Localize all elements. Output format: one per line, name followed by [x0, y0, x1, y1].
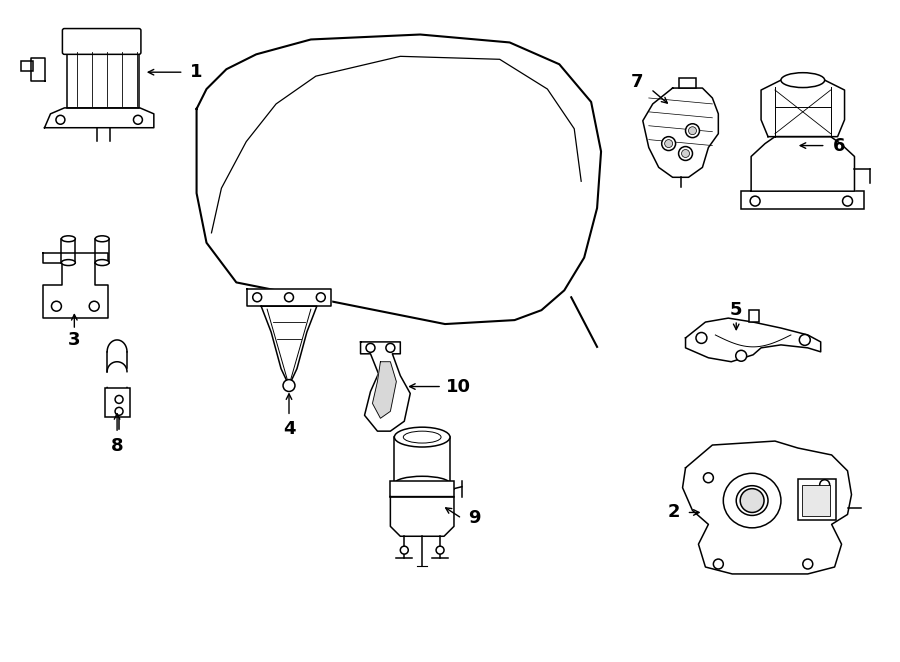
Ellipse shape — [394, 427, 450, 447]
Bar — [679, 78, 697, 88]
Bar — [802, 485, 830, 516]
Circle shape — [56, 115, 65, 124]
Bar — [68, 50, 139, 108]
Circle shape — [284, 293, 293, 302]
Bar — [742, 191, 864, 209]
Ellipse shape — [394, 476, 450, 491]
Circle shape — [283, 379, 295, 391]
Text: 7: 7 — [631, 73, 644, 91]
Bar — [749, 310, 759, 322]
Text: 2: 2 — [668, 504, 680, 522]
Bar — [391, 481, 454, 496]
Polygon shape — [261, 307, 317, 385]
Text: 9: 9 — [469, 510, 482, 528]
Bar — [105, 387, 130, 417]
Polygon shape — [44, 108, 154, 128]
Ellipse shape — [61, 236, 76, 242]
Bar — [797, 479, 835, 520]
Circle shape — [696, 332, 706, 344]
Polygon shape — [373, 361, 396, 418]
Circle shape — [681, 150, 689, 158]
Bar — [21, 62, 32, 71]
Circle shape — [665, 140, 672, 148]
Circle shape — [842, 196, 852, 206]
Polygon shape — [361, 342, 410, 431]
Text: 8: 8 — [111, 437, 123, 455]
Circle shape — [740, 489, 764, 512]
Circle shape — [799, 334, 810, 346]
Ellipse shape — [95, 260, 109, 265]
Polygon shape — [391, 496, 454, 536]
Circle shape — [253, 293, 262, 302]
Polygon shape — [761, 80, 844, 136]
Polygon shape — [248, 289, 330, 307]
Circle shape — [750, 196, 760, 206]
Circle shape — [366, 344, 375, 352]
Ellipse shape — [61, 260, 76, 265]
Circle shape — [704, 473, 714, 483]
Circle shape — [688, 126, 697, 134]
Circle shape — [386, 344, 395, 352]
Text: 5: 5 — [730, 301, 742, 319]
Circle shape — [820, 480, 830, 490]
Circle shape — [436, 546, 444, 554]
Polygon shape — [682, 441, 851, 574]
Polygon shape — [686, 318, 821, 361]
Circle shape — [316, 293, 325, 302]
Ellipse shape — [95, 236, 109, 242]
Text: 3: 3 — [68, 331, 81, 349]
Circle shape — [735, 350, 747, 361]
Circle shape — [115, 407, 123, 415]
Polygon shape — [643, 88, 718, 177]
Ellipse shape — [736, 486, 768, 516]
Circle shape — [51, 301, 61, 311]
Polygon shape — [42, 253, 108, 318]
Circle shape — [714, 559, 724, 569]
FancyBboxPatch shape — [62, 28, 141, 54]
Circle shape — [803, 559, 813, 569]
Text: 1: 1 — [190, 63, 203, 81]
Ellipse shape — [781, 73, 824, 87]
Polygon shape — [752, 136, 854, 191]
Circle shape — [89, 301, 99, 311]
Circle shape — [133, 115, 142, 124]
Circle shape — [679, 146, 692, 160]
Polygon shape — [31, 58, 44, 81]
Circle shape — [686, 124, 699, 138]
Text: 10: 10 — [446, 377, 471, 395]
Circle shape — [115, 395, 123, 403]
Text: 6: 6 — [833, 136, 846, 154]
Text: 4: 4 — [283, 420, 295, 438]
Circle shape — [400, 546, 409, 554]
Circle shape — [662, 136, 676, 150]
Ellipse shape — [724, 473, 781, 528]
Ellipse shape — [403, 431, 441, 443]
